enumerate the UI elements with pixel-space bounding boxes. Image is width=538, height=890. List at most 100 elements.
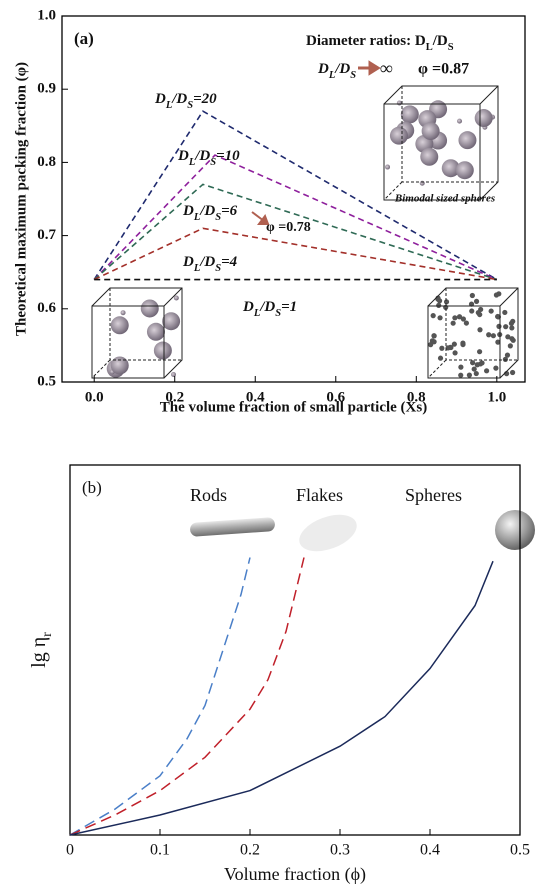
sphere <box>385 164 391 170</box>
sphere <box>146 322 165 341</box>
sphere <box>477 327 483 333</box>
x-tick-label: 0.8 <box>407 389 426 405</box>
sphere <box>443 299 450 305</box>
sphere <box>110 356 129 375</box>
sphere <box>466 372 472 378</box>
cube-illustration <box>383 85 499 201</box>
sphere <box>455 161 474 180</box>
series-line <box>69 557 251 836</box>
series-label: DL/DS=4 <box>182 254 238 273</box>
x-tick-label: 0 <box>66 842 74 859</box>
cube-front <box>383 103 481 201</box>
sphere <box>441 159 460 178</box>
cube-hidden <box>91 288 182 379</box>
x-tick-label: 1.0 <box>487 389 506 405</box>
x-axis-label: Volume fraction (ϕ) <box>224 864 366 885</box>
sphere <box>451 341 457 347</box>
x-tick-label: 0.4 <box>420 842 440 859</box>
series-label: DL/DS=6 <box>182 203 238 222</box>
sphere <box>170 372 176 378</box>
sphere <box>471 366 477 372</box>
sphere <box>396 100 402 106</box>
sphere <box>503 324 509 330</box>
series-label: Rods <box>190 485 227 505</box>
sphere <box>479 360 485 366</box>
sphere <box>477 311 483 318</box>
plot-frame <box>61 15 526 383</box>
arrow <box>358 60 381 76</box>
sphere <box>474 362 480 368</box>
sphere <box>400 105 419 124</box>
annotation: Bimodal sized spheres <box>394 193 495 205</box>
x-tick-label: 0.6 <box>326 389 345 405</box>
x-axis-label: The volume fraction of small particle (X… <box>160 399 427 415</box>
series-line <box>93 227 497 281</box>
sphere <box>488 308 494 314</box>
cube-back <box>383 85 499 201</box>
rod-icon <box>190 517 275 537</box>
sphere <box>428 342 434 348</box>
series-line <box>93 183 498 281</box>
y-tick-label: 0.5 <box>37 373 56 389</box>
cube-hidden <box>427 288 518 379</box>
y-tick-label: 1.0 <box>37 7 56 23</box>
series-label: DL/DS=10 <box>177 148 240 167</box>
panel-label: (a) <box>74 29 94 48</box>
sphere <box>140 299 159 318</box>
sphere <box>490 333 496 339</box>
sphere <box>437 355 444 361</box>
sphere <box>463 320 469 326</box>
sphere <box>430 313 436 319</box>
sphere <box>510 369 516 376</box>
cube-back <box>427 287 519 379</box>
sphere <box>120 310 126 316</box>
y-tick-label: 0.9 <box>37 81 56 97</box>
sphere <box>473 298 480 304</box>
y-tick-label: 0.8 <box>37 154 56 170</box>
sphere <box>458 131 477 150</box>
annotation: Diameter ratios: DL/DS <box>306 33 454 52</box>
sphere <box>470 360 476 366</box>
annotation: ∞ <box>380 58 393 78</box>
x-tick-label: 0.0 <box>85 389 104 405</box>
sphere <box>450 320 456 326</box>
sphere <box>505 334 511 340</box>
sphere <box>495 339 501 345</box>
x-tick-label: 0.4 <box>246 389 265 405</box>
cube-front <box>427 305 501 379</box>
series-line <box>69 557 305 836</box>
series-label: DL/DS=1 <box>242 299 297 318</box>
series-label: DL/DS=20 <box>154 91 217 110</box>
x-tick-label: 0.2 <box>165 389 184 405</box>
panel-a: 0.0 0.2 0.4 0.6 0.8 1.0 0.5 0.6 0.7 0.8 0.9 1.0 DL/D… <box>13 7 526 415</box>
sphere <box>436 302 442 309</box>
x-tick-label: 0.3 <box>330 842 350 859</box>
sphere <box>468 301 475 307</box>
cube-illustration <box>91 287 183 379</box>
series-label: Spheres <box>405 485 462 505</box>
sphere <box>493 365 499 371</box>
sphere <box>457 118 463 124</box>
annotation: φ =0.78 <box>266 220 311 235</box>
annotation: DL/DS <box>317 61 356 80</box>
plot-frame <box>69 464 521 836</box>
cube-illustration <box>427 287 519 379</box>
annotation: φ =0.87 <box>418 61 469 78</box>
sphere <box>474 109 493 128</box>
sphere <box>419 180 425 186</box>
sphere <box>504 352 511 358</box>
sphere <box>162 312 181 331</box>
sphere <box>486 332 492 338</box>
sphere <box>173 295 179 301</box>
arrow <box>251 211 270 225</box>
sphere <box>484 368 490 374</box>
sphere <box>452 315 458 321</box>
y-axis-label: Theoretical maximum packing fraction (φ) <box>13 62 29 336</box>
sphere <box>439 345 445 351</box>
sphere <box>420 147 439 166</box>
sphere <box>452 350 458 356</box>
sphere <box>456 314 463 320</box>
sphere <box>460 316 466 322</box>
sphere <box>431 333 437 339</box>
